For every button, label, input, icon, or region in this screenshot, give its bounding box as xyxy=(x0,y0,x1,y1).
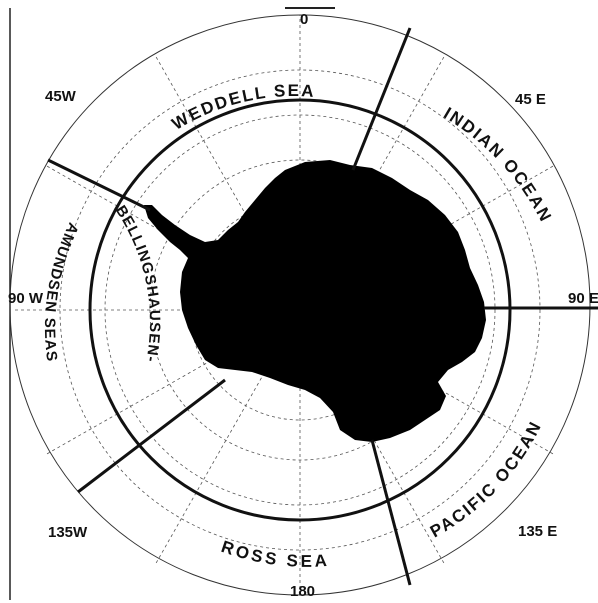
lon-label-90w: 90 W xyxy=(8,290,44,307)
lon-label-180: 180 xyxy=(290,583,315,600)
lon-label-135e: 135 E xyxy=(518,523,557,540)
lon-label-90e: 90 E xyxy=(568,290,598,307)
lon-label-0: 0 xyxy=(300,11,308,28)
sector-outer-circle xyxy=(88,98,512,522)
lon-label-135w: 135W xyxy=(48,524,88,541)
antarctica-landmass xyxy=(144,160,486,442)
boundary-bellings-weddell xyxy=(47,158,151,212)
boundary-pacific-ross xyxy=(370,439,412,586)
boundary-ross-bellings xyxy=(77,378,226,494)
sector-boundaries xyxy=(47,27,598,586)
lon-label-45w: 45W xyxy=(45,88,77,105)
boundary-weddell-indian xyxy=(351,27,412,171)
lon-label-45e: 45 E xyxy=(515,91,546,108)
